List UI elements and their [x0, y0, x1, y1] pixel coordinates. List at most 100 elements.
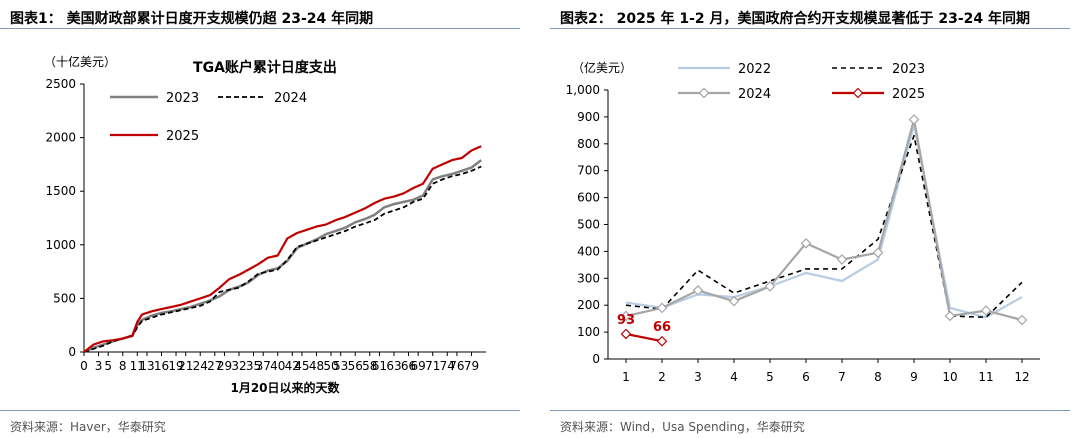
data-point-2024 [944, 310, 956, 322]
x-tick-label: 5 [766, 370, 774, 384]
series-line-2024 [83, 165, 482, 353]
x-tick-label: 32 [231, 359, 246, 373]
x-tick-label: 5 [104, 359, 112, 373]
x-tick-label: 3 [694, 370, 702, 384]
y-tick-label: 1000 [45, 238, 76, 252]
x-tick-label: 24 [193, 359, 208, 373]
x-tick-label: 27 [207, 359, 222, 373]
unit-label: （十亿美元） [44, 54, 116, 69]
data-point-2025 [656, 335, 668, 347]
data-label-2025: 66 [653, 320, 671, 335]
x-tick-label: 48 [309, 359, 324, 373]
series-line-2025 [83, 145, 482, 353]
x-tick-label: 2 [658, 370, 666, 384]
x-tick-label: 11 [130, 359, 145, 373]
data-point-2024 [1016, 314, 1028, 326]
chart-panel-1: 图表1： 美国财政部累计日度开支规模仍超 23-24 年同期 （十亿美元） TGA… [0, 0, 530, 438]
data-point-2025 [620, 328, 632, 340]
legend-label-2024: 2024 [274, 91, 307, 106]
data-point-2024 [980, 305, 992, 316]
x-tick-label: 35 [246, 359, 261, 373]
x-tick-label: 8 [874, 370, 882, 384]
legend-label-2023: 2023 [166, 91, 199, 106]
x-axis-title: 1月20日以来的天数 [230, 380, 340, 395]
x-tick-label: 69 [411, 359, 426, 373]
y-tick-label: 900 [577, 110, 600, 124]
legend-marker-2025 [852, 87, 864, 99]
x-tick-label: 12 [1014, 370, 1029, 384]
x-tick-label: 9 [910, 370, 918, 384]
x-tick-label: 74 [440, 359, 455, 373]
chart-title: TGA账户累计日度支出 [193, 59, 337, 76]
series-line-2024 [625, 118, 1023, 322]
x-tick-label: 37 [256, 359, 271, 373]
x-tick-label: 13 [139, 359, 154, 373]
x-tick-label: 63 [386, 359, 401, 373]
series-line-2025 [625, 332, 663, 343]
x-tick-label: 61 [372, 359, 387, 373]
y-tick-label: 2500 [45, 77, 76, 91]
legend-label-2024: 2024 [738, 87, 771, 102]
title-rule-2 [550, 28, 1070, 29]
figure-title-2: 图表2： 2025 年 1-2 月，美国政府合约开支规模显著低于 23-24 年… [560, 11, 1031, 27]
x-tick-label: 4 [730, 370, 738, 384]
data-label-2025: 93 [617, 313, 635, 328]
title-rule-1 [0, 28, 520, 29]
legend-label-2025: 2025 [892, 87, 925, 102]
y-tick-label: 1500 [45, 184, 76, 198]
legend-label-2022: 2022 [738, 62, 771, 77]
chart-panel-2: 图表2： 2025 年 1-2 月，美国政府合约开支规模显著低于 23-24 年… [550, 0, 1080, 438]
x-tick-label: 56 [348, 359, 363, 373]
source-rule-2 [550, 410, 1070, 411]
data-point-2024 [728, 295, 740, 307]
y-tick-label: 800 [577, 137, 600, 151]
figure-title-1: 图表1： 美国财政部累计日度开支规模仍超 23-24 年同期 [10, 11, 374, 27]
x-tick-label: 76 [449, 359, 464, 373]
x-tick-label: 50 [323, 359, 338, 373]
data-point-2024 [836, 254, 848, 265]
legend-marker-2024 [698, 87, 710, 99]
x-tick-label: 11 [978, 370, 993, 384]
y-tick-label: 300 [577, 271, 600, 285]
y-tick-label: 500 [53, 291, 76, 305]
series-line-2023 [83, 159, 482, 354]
legend-label-2025: 2025 [166, 129, 199, 144]
source-rule-1 [0, 410, 520, 411]
x-tick-label: 3 [95, 359, 103, 373]
y-tick-label: 100 [577, 325, 600, 339]
x-tick-label: 1 [622, 370, 630, 384]
x-tick-label: 45 [294, 359, 309, 373]
data-point-2024 [692, 285, 704, 296]
x-tick-label: 6 [802, 370, 810, 384]
y-tick-label: 500 [577, 218, 600, 232]
legend-label-2023: 2023 [892, 62, 925, 77]
y-tick-label: 0 [68, 345, 76, 359]
x-tick-label: 79 [464, 359, 479, 373]
y-tick-label: 400 [577, 244, 600, 258]
y-tick-label: 1,000 [566, 83, 600, 97]
x-tick-label: 58 [362, 359, 377, 373]
x-tick-label: 19 [168, 359, 183, 373]
x-tick-label: 21 [178, 359, 193, 373]
series-line-2022 [625, 123, 1023, 319]
x-tick-label: 42 [285, 359, 300, 373]
data-point-2024 [764, 281, 776, 292]
source-note-1: 资料来源：Haver，华泰研究 [10, 420, 166, 434]
x-tick-label: 16 [154, 359, 169, 373]
x-tick-label: 71 [425, 359, 440, 373]
y-tick-label: 700 [577, 164, 600, 178]
x-tick-label: 53 [333, 359, 348, 373]
y-tick-label: 2000 [45, 131, 76, 145]
data-point-2024 [620, 310, 632, 322]
data-point-2024 [872, 247, 884, 259]
x-tick-label: 7 [838, 370, 846, 384]
data-point-2024 [656, 302, 668, 314]
data-point-2024 [800, 237, 812, 249]
x-tick-label: 0 [80, 359, 88, 373]
unit-label: （亿美元） [572, 60, 632, 75]
x-tick-label: 29 [217, 359, 232, 373]
x-tick-label: 10 [942, 370, 957, 384]
y-tick-label: 200 [577, 298, 600, 312]
